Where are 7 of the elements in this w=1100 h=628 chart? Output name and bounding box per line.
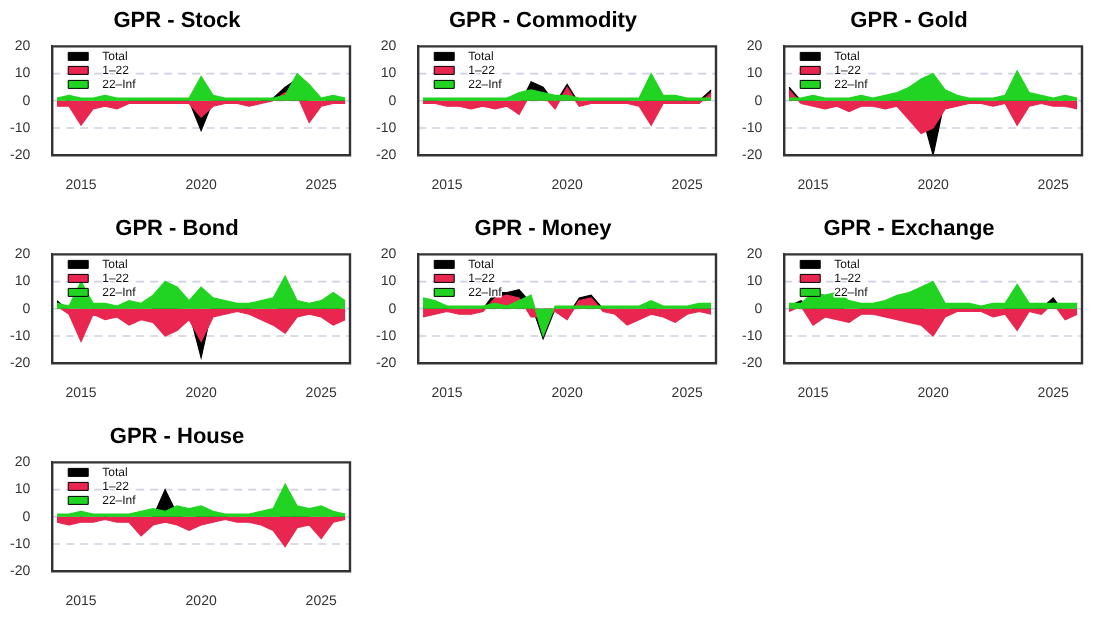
chart-title: GPR - Money (474, 217, 614, 242)
chart-title: GPR - Gold (850, 9, 968, 34)
chart-title: GPR - Stock (113, 9, 243, 34)
chart-title: GPR - House (109, 425, 245, 450)
chart-title: GPR - Exchange (823, 217, 995, 242)
chart-title: GPR - Commodity (448, 9, 639, 34)
chart-title: GPR - Bond (115, 217, 239, 242)
